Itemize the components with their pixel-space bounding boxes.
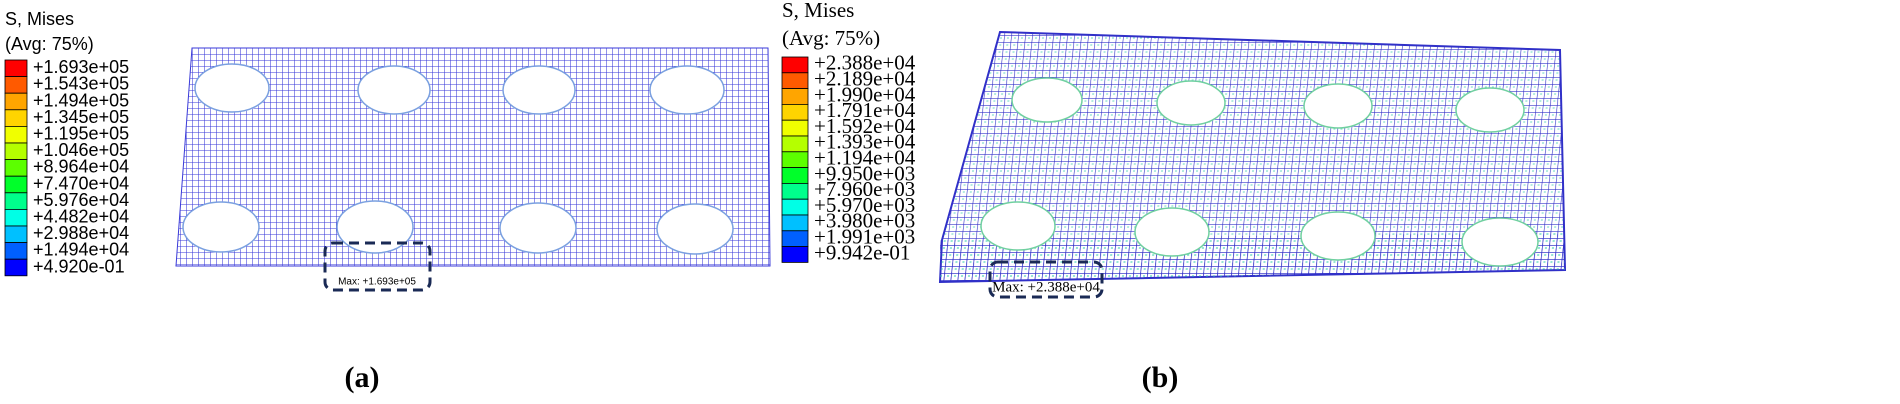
legend-label: +3.980e+03 — [814, 209, 915, 233]
legend-swatch — [781, 198, 809, 216]
legend-subtitle: (Avg: 75%) — [5, 34, 94, 54]
max-annotation-box — [988, 260, 1104, 299]
legend-swatch — [4, 109, 28, 127]
legend-swatch — [781, 135, 809, 153]
max-annotation: Max: +1.693e+05 — [338, 277, 416, 288]
legend-swatch — [781, 214, 809, 232]
legend-label: +8.964e+04 — [33, 157, 129, 177]
legend-label: +1.494e+05 — [33, 90, 129, 110]
legend-label: +2.988e+04 — [33, 223, 129, 243]
legend-label: +1.046e+05 — [33, 140, 129, 160]
legend-subtitle: (Avg: 75%) — [782, 26, 880, 50]
legend-label: +7.960e+03 — [814, 177, 915, 201]
max-annotation: Max: +2.388e+04 — [992, 279, 1100, 295]
legend-swatch — [781, 182, 809, 200]
panel-caption: (a) — [345, 361, 380, 394]
legend-swatch — [4, 126, 28, 144]
legend-swatch — [781, 151, 809, 169]
legend-swatch — [781, 246, 809, 263]
legend-swatch — [4, 208, 28, 227]
legend-swatch — [4, 175, 28, 194]
legend-label: +2.189e+04 — [814, 67, 916, 91]
legend-label: +1.990e+04 — [814, 82, 916, 106]
legend-swatch — [4, 76, 28, 94]
legend-label: +7.470e+04 — [33, 173, 129, 193]
panel-caption: (b) — [1142, 361, 1179, 394]
mesh-plate-a — [175, 47, 771, 267]
legend-swatch — [781, 167, 809, 184]
max-annotation-box — [323, 241, 432, 292]
legend-swatch — [4, 225, 28, 244]
legend-label: +2.388e+04 — [814, 51, 916, 75]
legend-swatch — [781, 119, 809, 137]
legend-swatch — [4, 242, 28, 260]
legend-swatch — [781, 104, 809, 121]
legend-swatch — [4, 142, 28, 161]
legend-label: +1.791e+04 — [814, 98, 916, 122]
legend-label: +9.950e+03 — [814, 161, 915, 185]
legend-label: +1.543e+05 — [33, 74, 129, 94]
legend-swatch — [4, 159, 28, 177]
legend-label: +1.194e+04 — [814, 146, 916, 170]
mesh-plate-b — [938, 30, 1567, 284]
legend-label: +4.920e-01 — [33, 256, 125, 276]
legend-swatch — [781, 56, 809, 74]
legend-swatch — [4, 59, 28, 78]
legend-swatch — [4, 258, 28, 277]
legend-title: S, Mises — [5, 9, 74, 29]
legend-label: +4.482e+04 — [33, 206, 129, 226]
legend-label: +5.970e+03 — [814, 193, 915, 217]
legend-label: +1.393e+04 — [814, 130, 916, 154]
legend-label: +1.693e+05 — [33, 57, 129, 77]
legend-swatch — [4, 92, 28, 111]
legend-label: +1.345e+05 — [33, 107, 129, 127]
legend-swatch — [781, 88, 809, 105]
legend-label: +1.592e+04 — [814, 114, 916, 138]
legend-swatch — [781, 230, 809, 248]
legend-title: S, Mises — [782, 0, 854, 22]
legend-label: +1.494e+04 — [33, 240, 129, 260]
legend-label: +5.976e+04 — [33, 190, 129, 210]
legend-label: +1.991e+03 — [814, 225, 915, 249]
legend-swatch — [781, 72, 809, 90]
legend-swatch — [4, 192, 28, 210]
legend-label: +1.195e+05 — [33, 123, 129, 143]
legend-label: +9.942e-01 — [814, 240, 910, 264]
